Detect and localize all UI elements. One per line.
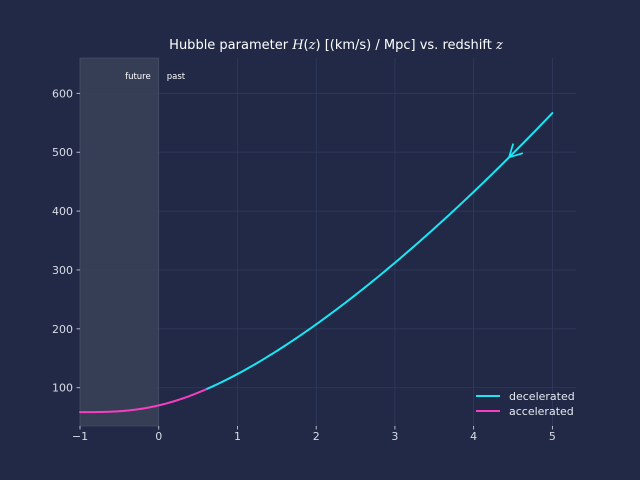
x-tick-label-6: 5 — [549, 430, 556, 443]
y-tick-label-1: 200 — [52, 323, 73, 336]
series-lines — [79, 112, 554, 414]
chart-title: Hubble parameter H(z) [(km/s) / Mpc] vs.… — [169, 38, 503, 53]
title-pre: Hubble parameter — [169, 38, 292, 53]
x-tick-label-0: −1 — [72, 430, 88, 443]
legend: decelerated accelerated — [476, 390, 575, 418]
x-tick-label-3: 2 — [313, 430, 320, 443]
series-line-decelerated — [204, 112, 554, 391]
past-annotation: past — [167, 72, 186, 82]
series-line-accelerated — [79, 388, 207, 414]
x-tick-label-4: 3 — [391, 430, 398, 443]
title-axis-var: z — [495, 38, 503, 53]
y-tick-label-4: 500 — [52, 146, 73, 159]
y-tick-label-5: 600 — [52, 87, 73, 100]
legend-label-decelerated: decelerated — [509, 390, 575, 403]
title-var-z: z — [308, 38, 316, 53]
title-paren-close: ) — [315, 38, 320, 53]
title-var-h: H — [291, 38, 304, 53]
y-tick-label-2: 300 — [52, 264, 73, 277]
future-annotation: future — [125, 72, 151, 82]
legend-label-accelerated: accelerated — [509, 405, 574, 418]
y-tick-label-0: 100 — [52, 382, 73, 395]
future-region-shading — [79, 57, 160, 427]
x-tick-label-1: 0 — [155, 430, 162, 443]
title-paren-open: ( — [304, 38, 309, 53]
direction-arrow — [508, 143, 524, 159]
x-axis-ticks: −1 0 1 2 3 4 5 — [72, 426, 556, 443]
y-axis-ticks: 100 200 300 400 500 600 — [52, 87, 80, 395]
y-tick-label-3: 400 — [52, 205, 73, 218]
x-tick-label-5: 4 — [470, 430, 477, 443]
title-post: [(km/s) / Mpc] vs. redshift — [321, 38, 496, 53]
x-tick-label-2: 1 — [234, 430, 241, 443]
